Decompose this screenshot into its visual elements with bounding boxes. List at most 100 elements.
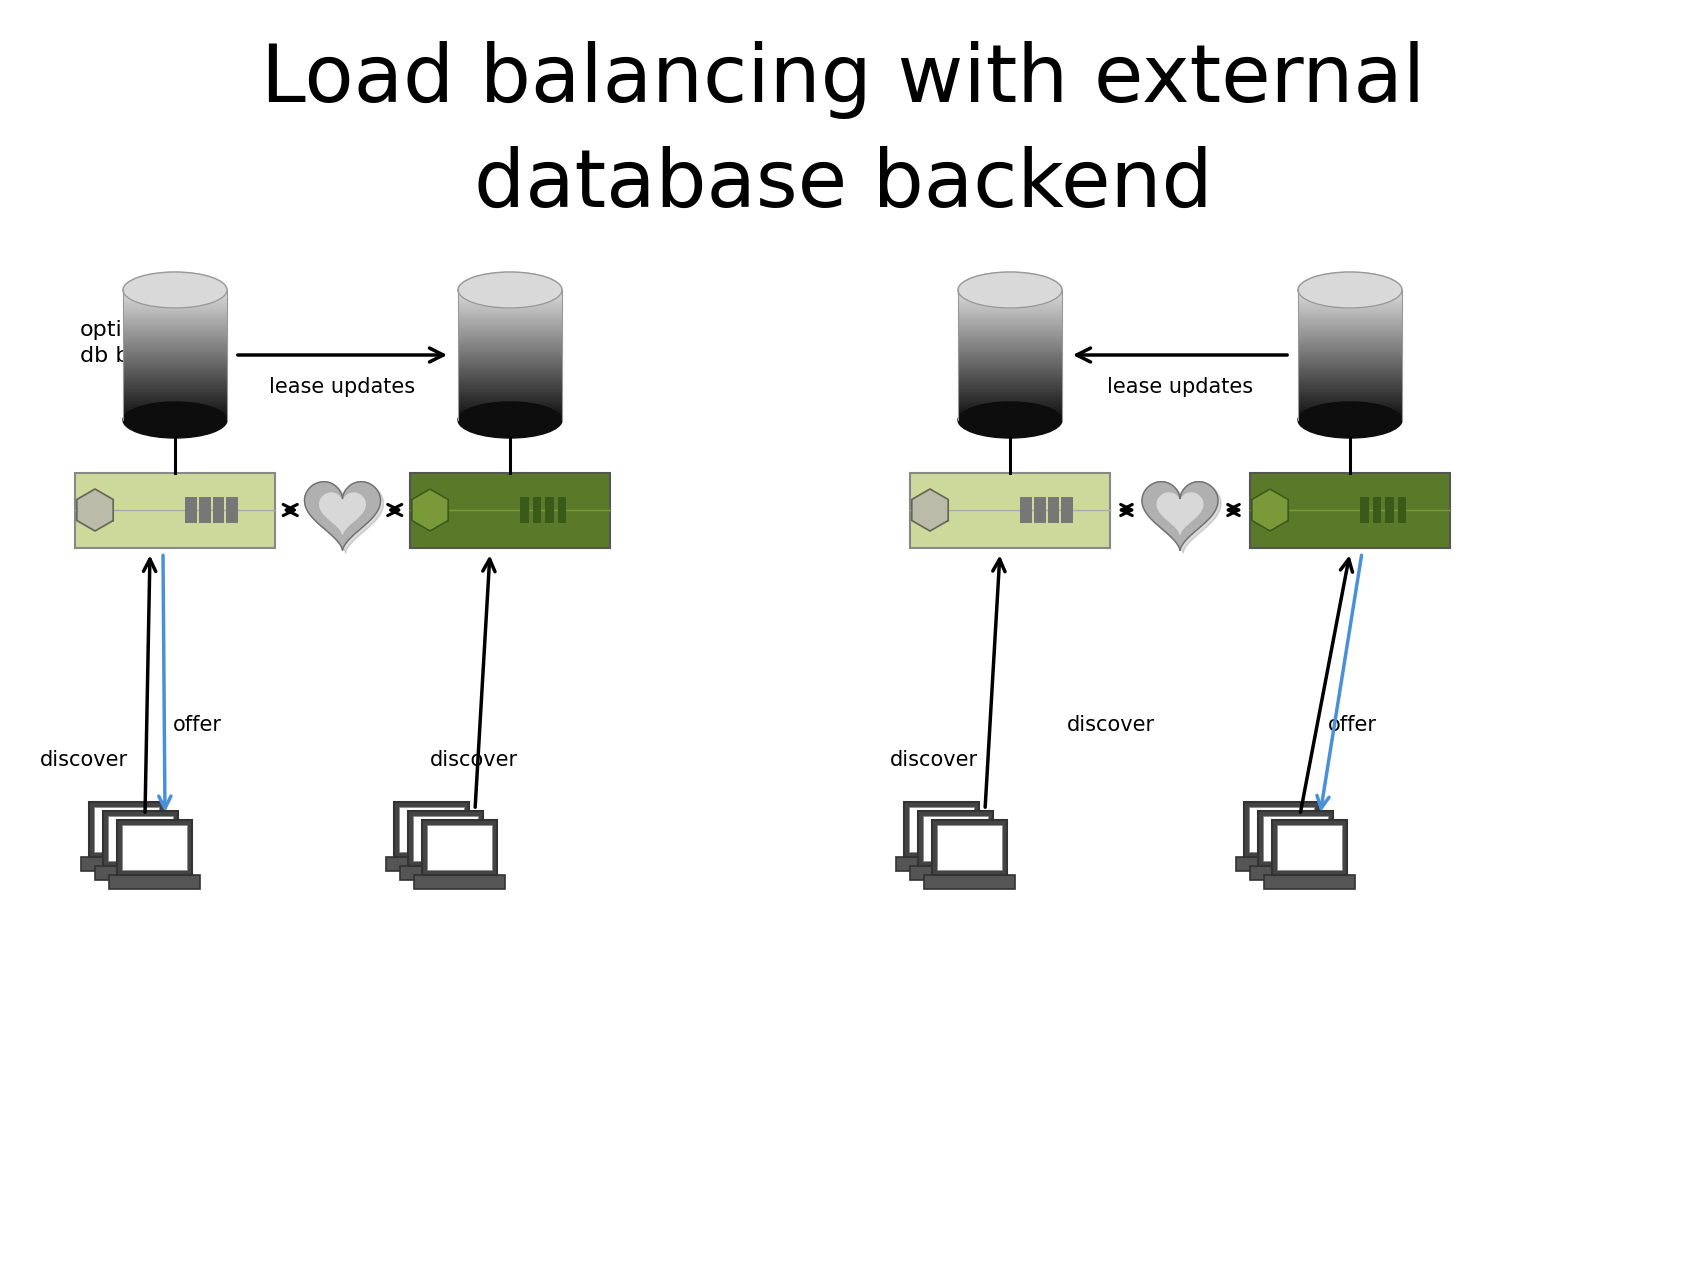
FancyBboxPatch shape [918,811,994,867]
Bar [123,301,228,304]
Bar [123,304,228,306]
Bar [123,295,228,297]
Polygon shape [321,493,366,534]
Polygon shape [307,484,383,553]
Bar [457,301,562,304]
Bar [1297,392,1402,395]
Bar [123,335,228,338]
Bar [123,359,228,362]
Bar [1297,396,1402,398]
Bar [1297,292,1402,295]
Text: offer: offer [174,715,223,735]
Bar [123,407,228,410]
Bar [457,295,562,297]
Bar [1297,353,1402,355]
Bar [123,311,228,314]
Bar [1250,867,1341,880]
Bar [123,409,228,412]
Bar [123,323,228,325]
Bar [457,299,562,301]
Bar [958,347,1063,349]
Bar [457,334,562,336]
Polygon shape [78,490,113,531]
Bar [958,409,1063,412]
Bar [123,386,228,388]
Text: offer: offer [1328,715,1377,735]
Bar [123,326,228,329]
Bar [457,338,562,340]
Bar [110,875,201,889]
Bar [457,314,562,316]
FancyBboxPatch shape [74,473,275,548]
Bar [958,311,1063,314]
Bar [1297,320,1402,323]
Bar [1297,305,1402,307]
Bar [123,338,228,340]
Bar [958,320,1063,323]
FancyBboxPatch shape [933,820,1007,875]
Bar [958,407,1063,410]
Bar [1297,417,1402,420]
Bar [1297,371,1402,373]
Polygon shape [304,482,381,550]
Bar [1297,299,1402,301]
Bar [457,401,562,404]
Bar [1297,414,1402,416]
Bar [958,372,1063,374]
Bar [457,402,562,405]
Bar [1297,359,1402,362]
FancyBboxPatch shape [408,811,484,867]
Bar [1399,497,1407,524]
Bar [958,366,1063,368]
Bar [958,357,1063,359]
Bar [958,363,1063,367]
Bar [123,316,228,319]
Bar [457,340,562,343]
Bar [457,331,562,334]
FancyBboxPatch shape [909,807,975,853]
Bar [958,331,1063,334]
FancyBboxPatch shape [94,807,160,853]
Bar [1297,310,1402,312]
Bar [457,396,562,398]
Bar [1297,323,1402,325]
Bar [123,393,228,397]
Bar [123,331,228,334]
FancyBboxPatch shape [1272,820,1348,875]
Bar [958,335,1063,338]
Bar [123,411,228,414]
Bar [123,377,228,380]
Bar [123,368,228,371]
Ellipse shape [1297,402,1402,438]
Ellipse shape [457,272,562,307]
FancyBboxPatch shape [400,807,464,853]
Bar [958,316,1063,319]
Bar [123,347,228,349]
Text: discover: discover [891,750,978,770]
Bar [1297,390,1402,392]
Ellipse shape [958,272,1063,307]
Bar [457,355,562,358]
Bar [123,381,228,383]
Bar [457,409,562,412]
FancyBboxPatch shape [108,816,174,861]
Bar [958,340,1063,343]
Bar [911,867,1002,880]
Bar [958,305,1063,307]
Bar [457,329,562,331]
Bar [1048,497,1059,524]
Bar [123,342,228,344]
Bar [457,326,562,329]
Bar [457,374,562,377]
Bar [533,497,542,524]
Bar [457,323,562,325]
Bar [123,374,228,377]
Bar [123,401,228,404]
Bar [123,363,228,367]
Bar [457,348,562,352]
Bar [1360,497,1368,524]
Text: discover: discover [40,750,128,770]
Bar [457,342,562,344]
Bar [457,353,562,355]
FancyBboxPatch shape [1259,811,1333,867]
